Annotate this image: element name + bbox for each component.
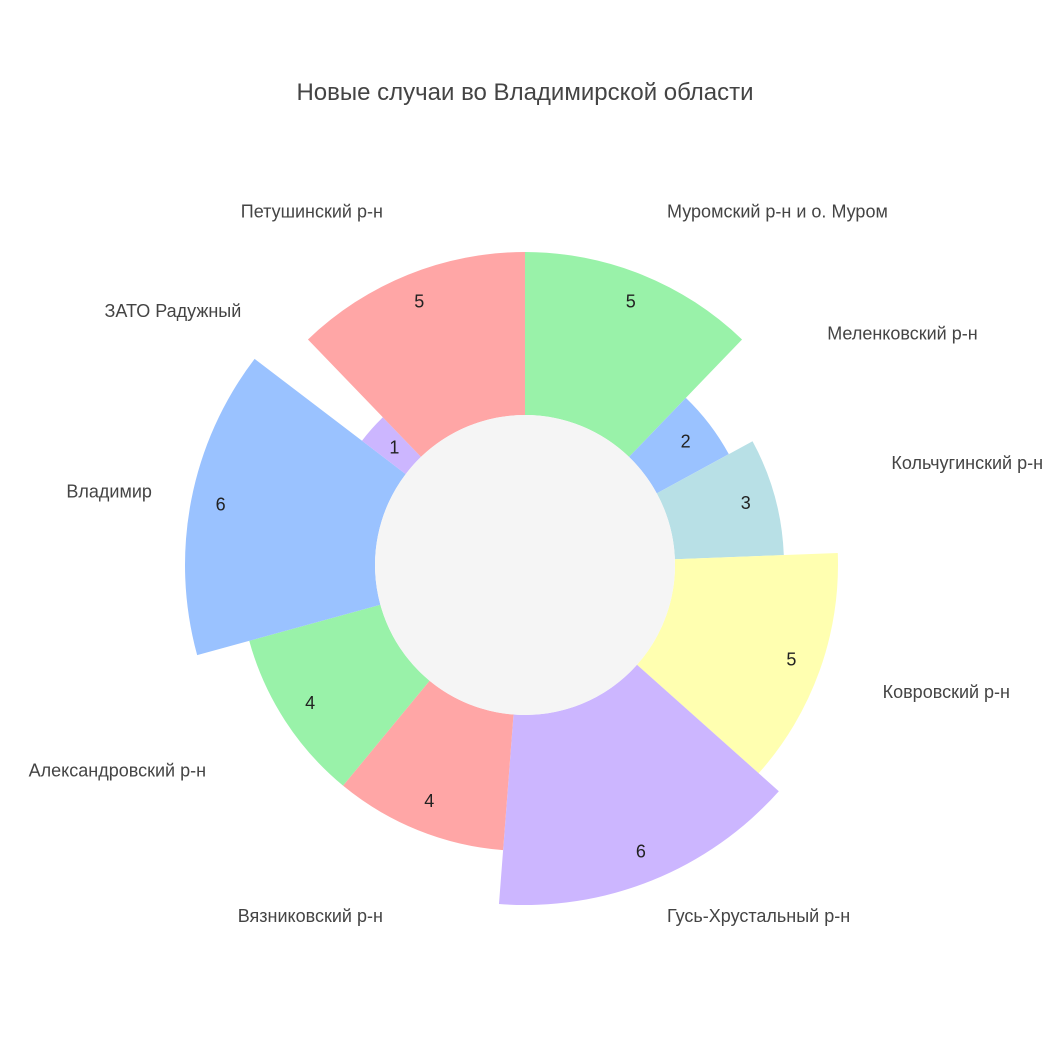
slice-value: 2 [681, 431, 691, 451]
slice-value: 5 [414, 291, 424, 311]
slice-value: 5 [786, 649, 796, 669]
slice-value: 1 [389, 437, 399, 457]
slice-label: ЗАТО Радужный [105, 301, 242, 321]
chart-title: Новые случаи во Владимирской области [296, 79, 753, 106]
donut-hole [375, 415, 675, 715]
slice-value: 4 [424, 791, 434, 811]
donut-chart: Новые случаи во Владимирской области 5 2 3… [0, 0, 1050, 1050]
slice-label: Меленковский р-н [827, 323, 977, 343]
slice-value: 5 [626, 291, 636, 311]
slice-value: 4 [305, 693, 315, 713]
slice-label: Вязниковский р-н [238, 906, 383, 926]
slice-label: Александровский р-н [29, 760, 206, 780]
slice-label: Владимир [66, 481, 152, 501]
slice-label: Кольчугинский р-н [891, 453, 1043, 473]
slice-value: 6 [636, 841, 646, 861]
slice-label: Петушинский р-н [241, 201, 383, 221]
slice-value: 3 [741, 493, 751, 513]
slice-value: 6 [216, 495, 226, 515]
slice-label: Ковровский р-н [883, 682, 1010, 702]
slice-label: Гусь-Хрустальный р-н [667, 906, 850, 926]
slice-label: Муромский р-н и о. Муром [667, 201, 888, 221]
